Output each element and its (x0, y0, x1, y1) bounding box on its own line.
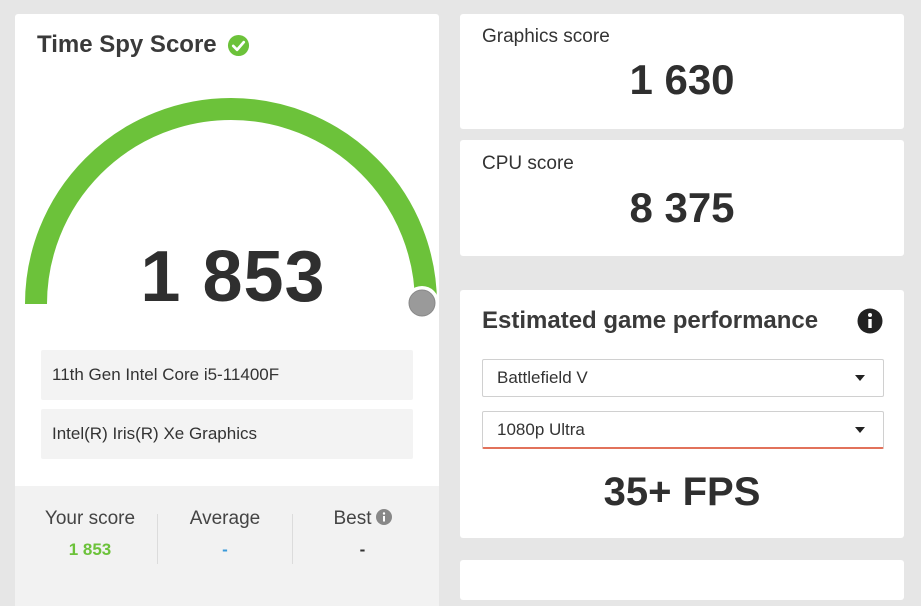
fps-estimate: 35+ FPS (603, 470, 761, 514)
overall-score-value: 1 853 (140, 237, 326, 317)
gauge-marker-inner (408, 289, 436, 317)
best-value: - (359, 540, 366, 559)
game-select-value: Battlefield V (497, 368, 588, 387)
caret-down-icon (855, 427, 865, 433)
your-score-value: 1 853 (68, 540, 112, 559)
best-label: Best (305, 508, 420, 530)
stat-divider (292, 514, 293, 564)
game-select[interactable]: Battlefield V (482, 359, 884, 397)
score-gauge (25, 98, 439, 320)
info-icon[interactable] (375, 509, 392, 525)
next-card (460, 560, 904, 600)
cpu-score-value: 8 375 (629, 184, 735, 231)
cpu-score-label: CPU score (482, 153, 574, 174)
best-stat: Best - (305, 508, 420, 560)
game-performance-card: Estimated game performance Battlefield V… (460, 290, 904, 538)
your-score-stat: Your score 1 853 (35, 508, 145, 560)
check-circle-icon (227, 34, 249, 56)
cpu-name-row: 11th Gen Intel Core i5-11400F (41, 350, 413, 400)
resolution-select[interactable]: 1080p Ultra (482, 411, 884, 449)
score-stats: Your score 1 853 Average - Best - (15, 486, 439, 606)
average-value: - (222, 540, 228, 559)
time-spy-score-card: Time Spy Score 1 853 11th Gen Intel Core… (15, 14, 439, 606)
graphics-score-label: Graphics score (482, 26, 610, 47)
score-title-text: Time Spy Score (37, 31, 217, 58)
caret-down-icon (855, 375, 865, 381)
info-icon[interactable] (857, 308, 883, 334)
average-stat: Average - (170, 508, 280, 560)
cpu-score-card: CPU score 8 375 (460, 140, 904, 256)
graphics-score-value: 1 630 (629, 56, 735, 103)
score-title: Time Spy Score (37, 31, 250, 59)
game-performance-title: Estimated game performance (482, 307, 819, 334)
average-label: Average (189, 508, 261, 529)
gauge-arc (25, 98, 437, 305)
resolution-select-value: 1080p Ultra (497, 420, 585, 439)
best-label-text: Best (333, 508, 372, 529)
gpu-name-row: Intel(R) Iris(R) Xe Graphics (41, 409, 413, 459)
graphics-score-card: Graphics score 1 630 (460, 14, 904, 129)
stat-divider (157, 514, 158, 564)
your-score-label: Your score (44, 508, 136, 529)
